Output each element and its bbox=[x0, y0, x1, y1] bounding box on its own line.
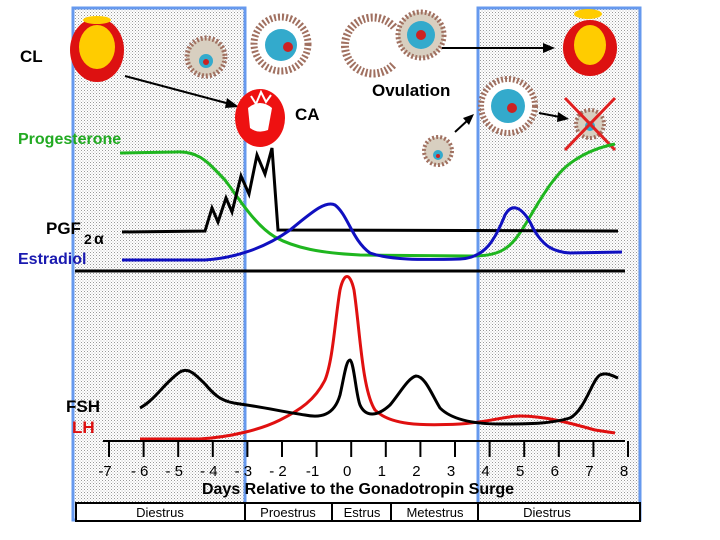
x-tick-label: 0 bbox=[343, 463, 351, 480]
pgf-label-greek: α bbox=[94, 231, 104, 248]
cl-right-icon bbox=[563, 9, 617, 76]
x-tick-label: 1 bbox=[378, 463, 386, 480]
x-axis-title: Days Relative to the Gonadotropin Surge bbox=[202, 481, 514, 498]
lh-curve bbox=[140, 275, 616, 441]
x-tick-label: - 6 bbox=[131, 463, 149, 480]
x-tick-label: 7 bbox=[585, 463, 593, 480]
ca-regressing-icon bbox=[235, 89, 285, 147]
diestrus-shaded-region-left bbox=[71, 6, 247, 522]
x-tick-label: - 5 bbox=[165, 463, 183, 480]
medium-follicle-icon bbox=[250, 13, 312, 75]
fsh-curve bbox=[139, 358, 619, 426]
phase-diestrus-2: Diestrus bbox=[523, 505, 571, 520]
x-tick-label: 8 bbox=[620, 463, 628, 480]
x-tick-label: - 3 bbox=[235, 463, 253, 480]
pgf-label-main: PGF bbox=[46, 219, 81, 238]
cl-label: CL bbox=[20, 47, 43, 66]
x-tick-label: -1 bbox=[306, 463, 319, 480]
preovulatory-follicle-icon bbox=[395, 9, 447, 61]
x-tick-label: 3 bbox=[447, 463, 455, 480]
ca-label: CA bbox=[295, 105, 320, 124]
x-tick-label: - 4 bbox=[200, 463, 218, 480]
x-tick-label: 5 bbox=[516, 463, 524, 480]
arrow-to-crossed-follicle bbox=[538, 112, 569, 122]
estradiol-curve bbox=[122, 202, 623, 262]
arrow-to-large-follicle bbox=[454, 114, 474, 133]
x-tick-label: -7 bbox=[98, 463, 111, 480]
small-follicle-icon bbox=[184, 35, 228, 79]
lh-label: LH bbox=[72, 418, 95, 437]
estradiol-label: Estradiol bbox=[18, 251, 86, 268]
pgf2a-label: PGF 2 α bbox=[46, 219, 104, 248]
x-axis-tick-marks bbox=[108, 441, 629, 457]
x-tick-label: 4 bbox=[481, 463, 489, 480]
x-tick-label: 2 bbox=[412, 463, 420, 480]
large-follicle-icon bbox=[478, 76, 538, 136]
phase-dividers bbox=[244, 503, 479, 521]
progesterone-label: Progesterone bbox=[18, 131, 121, 148]
pgf-label-sub: 2 bbox=[84, 231, 92, 247]
fsh-label: FSH bbox=[66, 397, 100, 416]
phase-estrus: Estrus bbox=[344, 505, 381, 520]
phase-bar bbox=[75, 502, 641, 522]
phase-metestrus: Metestrus bbox=[406, 505, 464, 520]
cl-left-icon bbox=[70, 16, 124, 82]
progesterone-curve bbox=[119, 142, 616, 258]
x-tick-label: 6 bbox=[551, 463, 559, 480]
follicle-pair-small-icon bbox=[422, 135, 454, 167]
phase-diestrus-1: Diestrus bbox=[136, 505, 184, 520]
cross-out-icon bbox=[563, 96, 617, 152]
phase-proestrus: Proestrus bbox=[260, 505, 316, 520]
x-tick-label: - 2 bbox=[269, 463, 287, 480]
arrow-cl-to-ca bbox=[124, 75, 239, 108]
pgf2a-curve bbox=[121, 147, 619, 234]
x-axis-tick-labels: -7 - 6 - 5 - 4 - 3 - 2 -1 0 1 2 3 4 5 6 7 8 bbox=[98, 463, 628, 480]
arrow-follicle-to-cl bbox=[442, 43, 555, 53]
ovulation-label: Ovulation bbox=[372, 81, 450, 100]
ruptured-follicle-icon bbox=[341, 13, 397, 78]
